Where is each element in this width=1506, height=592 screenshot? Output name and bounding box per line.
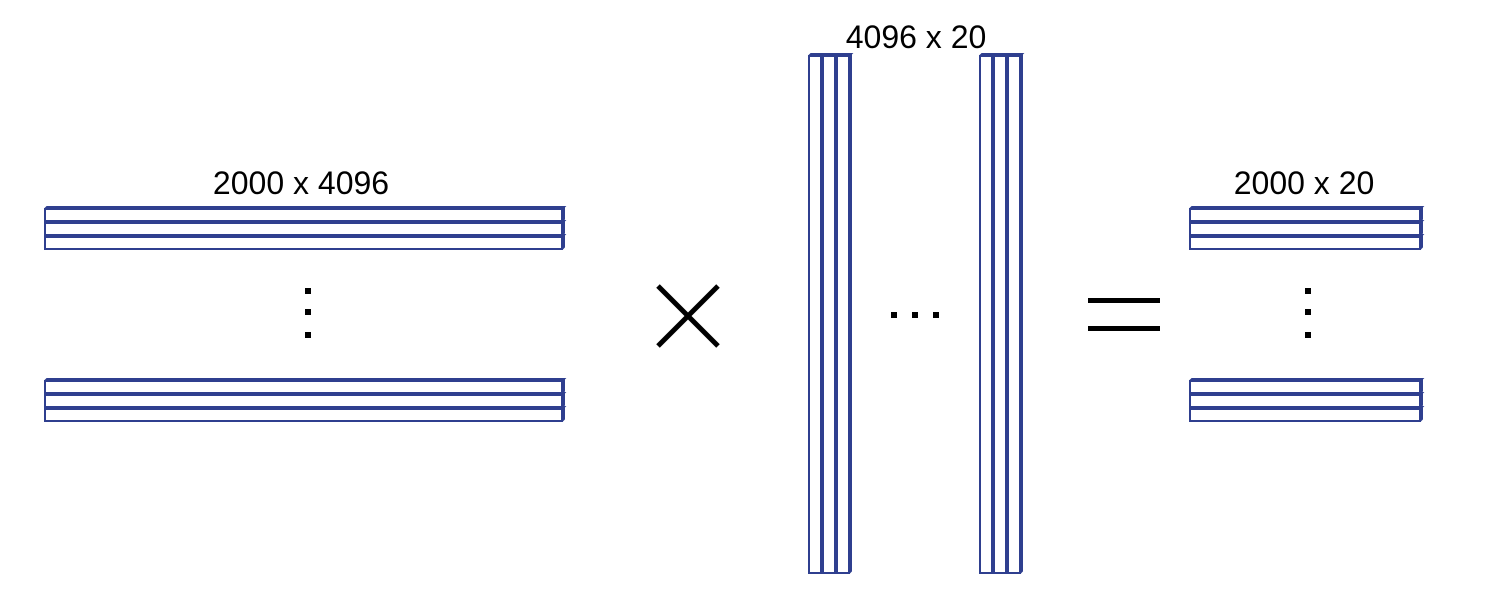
middle-left-column-bar (836, 53, 854, 574)
middle-horizontal-ellipsis (891, 312, 939, 318)
equals-sign (1088, 298, 1160, 331)
left-vertical-ellipsis (305, 288, 311, 338)
left-bottom-row-bar (44, 406, 567, 422)
right-top-row-bar (1189, 206, 1425, 222)
middle-left-column-bar (808, 53, 826, 574)
right-top-row-bar (1189, 234, 1425, 250)
left-top-row-bar (44, 206, 567, 222)
right-top-row-bar (1189, 220, 1425, 236)
right-matrix (1189, 206, 1425, 422)
right-vertical-ellipsis (1305, 288, 1311, 338)
multiply-sign (656, 284, 720, 348)
left-matrix-label: 2000 x 4096 (213, 165, 389, 201)
left-bottom-row-bar (44, 392, 567, 408)
right-bottom-row-bar (1189, 406, 1425, 422)
middle-right-column-bar (979, 53, 997, 574)
middle-left-column-bar (822, 53, 840, 574)
left-top-row-bar (44, 220, 567, 236)
middle-matrix (808, 53, 1025, 574)
right-matrix-label: 2000 x 20 (1234, 165, 1375, 201)
left-top-row-bar (44, 234, 567, 250)
right-bottom-row-bar (1189, 378, 1425, 394)
middle-matrix-label: 4096 x 20 (846, 19, 987, 55)
middle-right-column-bar (993, 53, 1011, 574)
right-bottom-row-bar (1189, 392, 1425, 408)
left-matrix (44, 206, 567, 422)
left-bottom-row-bar (44, 378, 567, 394)
middle-right-column-bar (1007, 53, 1025, 574)
